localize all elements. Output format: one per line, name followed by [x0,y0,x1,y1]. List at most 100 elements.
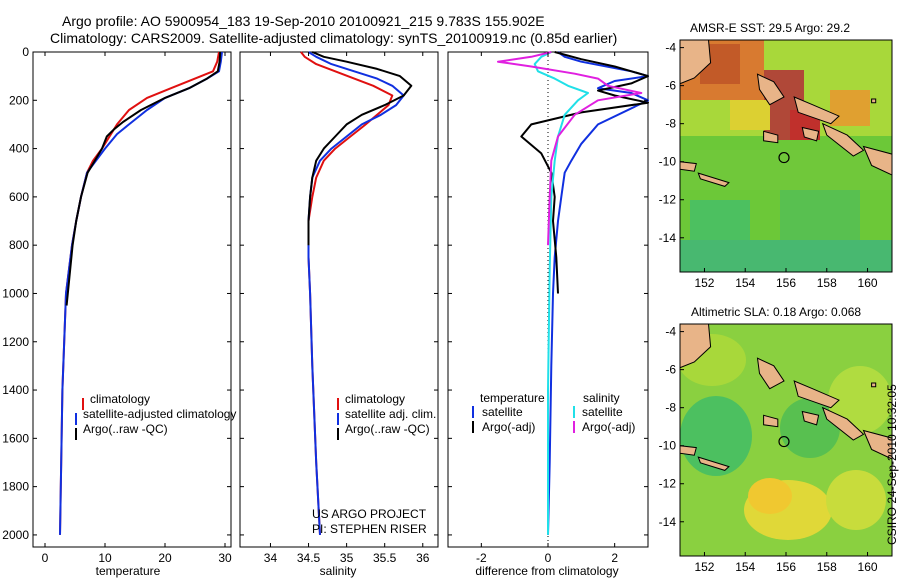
island [697,456,730,471]
legend-label-argo: Argo(..raw -QC) [83,422,168,436]
panel-temperature: 0 10 20 30 0 200 400 600 800 1000 1200 1400 1600 1800… [2,45,232,565]
x-tick-label: 34 [264,551,278,565]
legend-label-climatology: climatology [90,392,150,406]
island [821,406,865,441]
map-y-tick-label: -14 [659,515,677,529]
map-y-tick-label: -8 [665,117,676,131]
y-tick-label: 400 [9,142,29,156]
x-tick-label: 35.5 [373,551,397,565]
maps: 152 154 156 158 160 -4 -6 -8 -10 -12 -14 152 154 156 1… [659,39,893,574]
map-y-tick-label: -6 [665,79,676,93]
y-tick-label: 2000 [2,528,29,542]
map-x-tick-label: 160 [858,276,878,290]
argo-float-marker [778,151,790,164]
y-tick-label: 1600 [2,431,29,445]
map-panel-1: 152 154 156 158 160 -4 -6 -8 -10 -12 -14 [659,39,893,290]
map-y-tick-label: -4 [665,41,676,55]
island [801,126,820,142]
map-panel-2: 152 154 156 158 160 -4 -6 -8 -10 -12 -14 [659,323,893,574]
legend-label-sal-satellite: satellite [582,405,623,419]
legend-label-temp-argo: Argo(-adj) [482,420,535,434]
x-tick-label: 0 [42,551,49,565]
map-x-tick-label: 154 [735,560,755,574]
y-tick-label: 0 [22,45,29,59]
legend-label-satellite: satellite adj. clim. [345,407,436,421]
island [801,410,820,426]
legend-label-argo: Argo(..raw -QC) [345,422,430,436]
map-x-tick-label: 152 [694,560,714,574]
x-tick-label: 0 [545,551,552,565]
map-y-tick-label: -10 [659,439,677,453]
x-tick-label: 2 [611,551,618,565]
x-tick-label: 10 [98,551,112,565]
island [680,445,697,456]
map-x-tick-label: 152 [694,276,714,290]
map-y-tick-label: -12 [659,477,677,491]
legend-title-salinity: salinity [583,391,620,405]
x-tick-label: 34.5 [297,551,321,565]
y-tick-label: 1000 [2,286,29,300]
map-x-tick-label: 154 [735,276,755,290]
legend-label-sal-argo: Argo(-adj) [582,420,635,434]
island [680,324,712,369]
profile-charts: 0 10 20 30020040060080010001200140016001800… [2,45,649,565]
island [763,130,779,144]
island [763,414,779,428]
map-y-tick-label: -14 [659,231,677,245]
y-tick-label: 600 [9,190,29,204]
y-tick-label: 1200 [2,335,29,349]
series-satellite-adj-clim- [307,51,405,535]
title-line-2: Climatology: CARS2009. Satellite-adjuste… [50,30,617,46]
panel-difference: -2 0 2 [447,51,649,565]
legend-label-satellite: satellite-adjusted climatology [83,407,236,421]
x-tick-label: 36 [416,551,430,565]
map-y-tick-label: -4 [665,325,676,339]
island [680,161,697,172]
island [871,98,877,104]
map-x-tick-label: 156 [776,276,796,290]
sla-map-land [680,324,892,471]
series-salinity-argo-adj- [497,51,643,246]
island [697,172,730,187]
island [821,122,865,157]
title-line-1: Argo profile: AO 5900954_183 19-Sep-2010… [62,13,545,29]
salinity-legend: climatology satellite adj. clim. Argo(..… [312,392,436,536]
pi-label: PI: STEPHEN RISER [312,522,427,536]
sla-map-title: Altimetric SLA: 0.18 Argo: 0.068 [691,305,861,319]
legend-label-climatology: climatology [345,392,405,406]
map-x-tick-label: 156 [776,560,796,574]
map-y-tick-label: -12 [659,193,677,207]
x-tick-label: 35 [340,551,354,565]
island [793,380,840,409]
island [680,40,712,85]
island [862,145,892,176]
series-argo-raw-qc- [65,51,222,306]
sla-map-field [680,324,892,556]
legend-title-temperature: temperature [480,391,545,405]
x-axis-label-temperature: temperature [96,564,161,578]
series-argo-raw-qc- [307,51,413,246]
x-axis-label-salinity: salinity [320,564,357,578]
series-temperature-argo-adj- [520,51,649,294]
plot-frame [32,51,232,548]
y-tick-label: 1800 [2,480,29,494]
sst-map-field [680,40,892,272]
map-x-tick-label: 160 [858,560,878,574]
island [793,96,840,125]
island [756,73,785,106]
y-tick-label: 800 [9,238,29,252]
map-x-tick-label: 158 [817,560,837,574]
sst-map-title: AMSR-E SST: 29.5 Argo: 29.2 [690,21,850,35]
y-tick-label: 1400 [2,383,29,397]
temperature-legend: climatology satellite-adjusted climatolo… [75,392,236,440]
argo-float-marker [778,435,790,448]
map-y-tick-label: -6 [665,363,676,377]
x-axis-label-difference: difference from climatology [475,564,618,578]
map-x-tick-label: 158 [817,276,837,290]
difference-legend: temperature salinity satellite Argo(-adj… [472,391,635,434]
island [862,429,892,460]
y-tick-label: 200 [9,93,29,107]
plot-frame [239,51,439,548]
island [756,357,785,390]
